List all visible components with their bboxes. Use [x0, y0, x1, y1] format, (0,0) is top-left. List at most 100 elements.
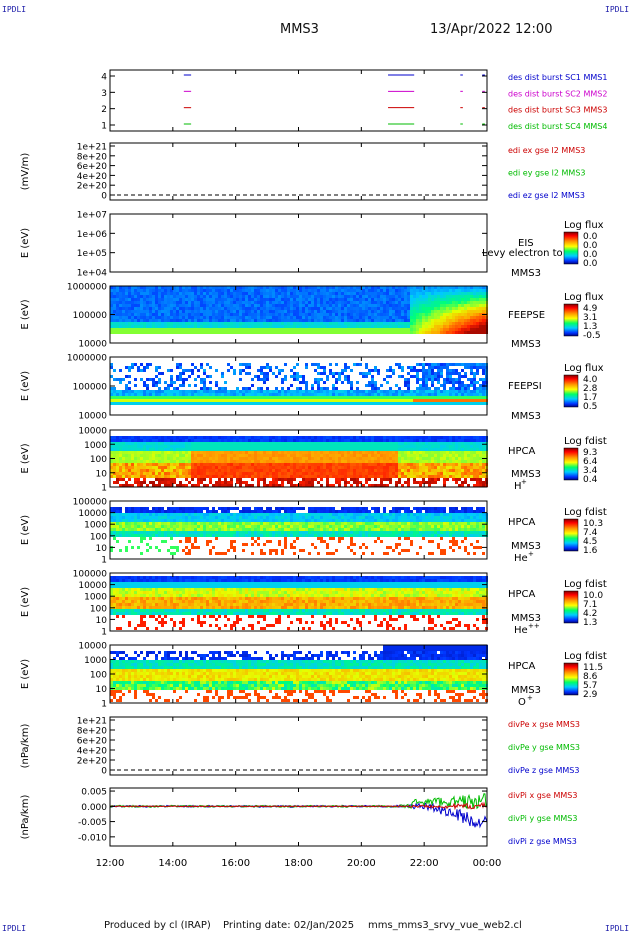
hpca_h-cbar [563, 447, 579, 481]
feepsi-cbar-tick-1: 2.8 [583, 384, 598, 394]
x-axis-label-1: 14:00 [158, 858, 187, 869]
divpe-frame [109, 716, 488, 776]
feepsi-cbar-tick-3: 0.5 [583, 402, 597, 412]
hpca_o-cbar-title: Log fdist [564, 651, 607, 662]
feepsi-cbar-title: Log flux [564, 363, 604, 374]
eis-cbar-tick-3: 0.0 [583, 259, 598, 269]
hpca_hepp-species-charge: ++ [528, 622, 540, 630]
eis-cbar-title: Log flux [564, 220, 604, 231]
divpi-ytick-label-3: -0.010 [78, 833, 107, 843]
hpca_h-cbar-tick-3: 0.4 [583, 475, 598, 485]
eis-cbar-tick-1: 0.0 [583, 241, 598, 251]
feepse-cbar-tick-1: 3.1 [583, 313, 597, 323]
hpca_o-species-label: O [518, 697, 526, 708]
feepsi-cbar-tick-2: 1.7 [583, 393, 597, 403]
hpca_o-ylabel: E (eV) [20, 659, 31, 689]
hpca_h-cbar-tick-2: 3.4 [583, 466, 598, 476]
hpca_hepp-ytick-label-0: 100000 [73, 570, 108, 580]
hpca_h-spectrogram [110, 436, 488, 487]
corner-tag-top-right: IPDLI [605, 5, 630, 14]
hpca_o-instrument-label: HPCA [508, 661, 536, 672]
corner-tag-bottom-right: IPDLI [605, 924, 630, 933]
hpca_hepp-cbar [563, 590, 579, 624]
hpca_o-ytick-label-3: 10 [96, 685, 108, 695]
feepse-cbar-tick-0: 4.9 [583, 304, 598, 314]
divpe-ytick-label-4: 2e+20 [77, 757, 108, 767]
hpca_h-species-label: H [514, 481, 522, 492]
burst-legend-1: des dist burst SC2 MMS2 [508, 89, 607, 98]
divpi-frame [109, 787, 488, 847]
hpca_he-ytick-label-2: 1000 [84, 521, 107, 531]
hpca_he-species-label: He [514, 553, 528, 564]
hpca_h-sc-label: MMS3 [511, 469, 541, 480]
hpca_h-ytick-label-4: 1 [101, 484, 107, 494]
hpca_o-species-charge: + [527, 694, 533, 702]
feepsi-ytick-label-0: 1000000 [67, 354, 107, 364]
divpe-legend-0: divPe x gse MMS3 [508, 720, 580, 729]
edi-ytick-label-5: 0 [101, 192, 107, 202]
hpca_he-ylabel: E (eV) [20, 515, 31, 545]
feepse-cbar [563, 303, 579, 337]
hpca_o-ytick-label-2: 100 [90, 671, 107, 681]
divpe-ytick-label-3: 4e+20 [77, 747, 108, 757]
feepsi-sc-label: MMS3 [511, 411, 541, 422]
hpca_hepp-cbar-tick-0: 10.0 [583, 591, 603, 601]
hpca_he-spectrogram [110, 507, 488, 555]
hpca_hepp-sc-label: MMS3 [511, 613, 541, 624]
divpe-ytick-label-1: 8e+20 [77, 727, 108, 737]
hpca_he-cbar-tick-2: 4.5 [583, 537, 597, 547]
hpca_o-ytick-label-0: 10000 [78, 642, 107, 652]
hpca_he-ytick-label-1: 10000 [78, 509, 107, 519]
hpca_h-ytick-label-1: 1000 [84, 441, 107, 451]
hpca_hepp-ytick-label-2: 1000 [84, 593, 107, 603]
eis-overlay-label: Levy electron to [482, 248, 563, 259]
burst-frame [109, 69, 488, 132]
hpca_hepp-cbar-tick-3: 1.3 [583, 618, 597, 628]
hpca_he-instrument-label: HPCA [508, 517, 536, 528]
hpca_he-species-charge: + [528, 550, 534, 558]
edi-ytick-label-1: 8e+20 [77, 152, 108, 162]
feepse-cbar-tick-2: 1.3 [583, 322, 597, 332]
edi-ytick-label-2: 6e+20 [77, 162, 108, 172]
feepse-ytick-label-0: 1000000 [67, 283, 107, 293]
x-axis-label-3: 18:00 [284, 858, 313, 869]
hpca_o-cbar-tick-2: 5.7 [583, 681, 597, 691]
hpca_he-cbar-tick-3: 1.6 [583, 546, 598, 556]
hpca_hepp-ytick-label-5: 1 [101, 628, 107, 638]
feepsi-spectrogram [110, 363, 488, 405]
eis-ytick-label-3: 1e+04 [77, 269, 108, 279]
hpca_h-cbar-tick-1: 6.4 [583, 457, 598, 467]
burst-legend-0: des dist burst SC1 MMS1 [508, 73, 607, 82]
feepsi-cbar-tick-0: 4.0 [583, 375, 598, 385]
eis-ytick-label-1: 1e+06 [77, 230, 108, 240]
feepsi-ytick-label-1: 100000 [73, 383, 108, 393]
burst-legend-3: des dist burst SC4 MMS4 [508, 122, 607, 131]
footer-config: mms_mms3_srvy_vue_web2.cl [368, 920, 522, 931]
hpca_hepp-instrument-label: HPCA [508, 589, 536, 600]
hpca_he-cbar-title: Log fdist [564, 507, 607, 518]
burst-legend-2: des dist burst SC3 MMS3 [508, 106, 607, 115]
hpca_o-spectrogram [110, 645, 488, 702]
edi-legend-1: edi ey gse l2 MMS3 [508, 169, 586, 178]
hpca_o-ytick-label-1: 1000 [84, 656, 107, 666]
hpca_h-ytick-label-0: 10000 [78, 427, 107, 437]
divpe-legend-2: divPe z gse MMS3 [508, 766, 579, 775]
eis-cbar-tick-2: 0.0 [583, 250, 598, 260]
hpca_hepp-cbar-tick-2: 4.2 [583, 609, 597, 619]
multi-panel-plot: 4 3 2 1 des dist burst SC1 MMS1 des dist burs… [20, 69, 607, 869]
divpi-legend-2: divPi z gse MMS3 [508, 837, 577, 846]
x-axis-label-0: 12:00 [96, 858, 125, 869]
hpca_hepp-species-label: He [514, 625, 528, 636]
hpca_h-species-charge: + [521, 478, 527, 486]
hpca_he-ytick-label-5: 1 [101, 556, 107, 566]
feepse-cbar-title: Log flux [564, 292, 604, 303]
hpca_hepp-cbar-tick-1: 7.1 [583, 600, 597, 610]
divpi-ylabel: (nPa/km) [20, 795, 31, 840]
datetime-title: 13/Apr/2022 12:00 [430, 22, 553, 37]
x-axis-label-6: 00:00 [473, 858, 502, 869]
divpi-legend-1: divPi y gse MMS3 [508, 814, 577, 823]
divpi-series-x [109, 801, 488, 811]
divpi-ytick-label-1: 0.000 [81, 803, 107, 813]
hpca_he-cbar-tick-0: 10.3 [583, 519, 603, 529]
hpca_hepp-ytick-label-1: 10000 [78, 581, 107, 591]
